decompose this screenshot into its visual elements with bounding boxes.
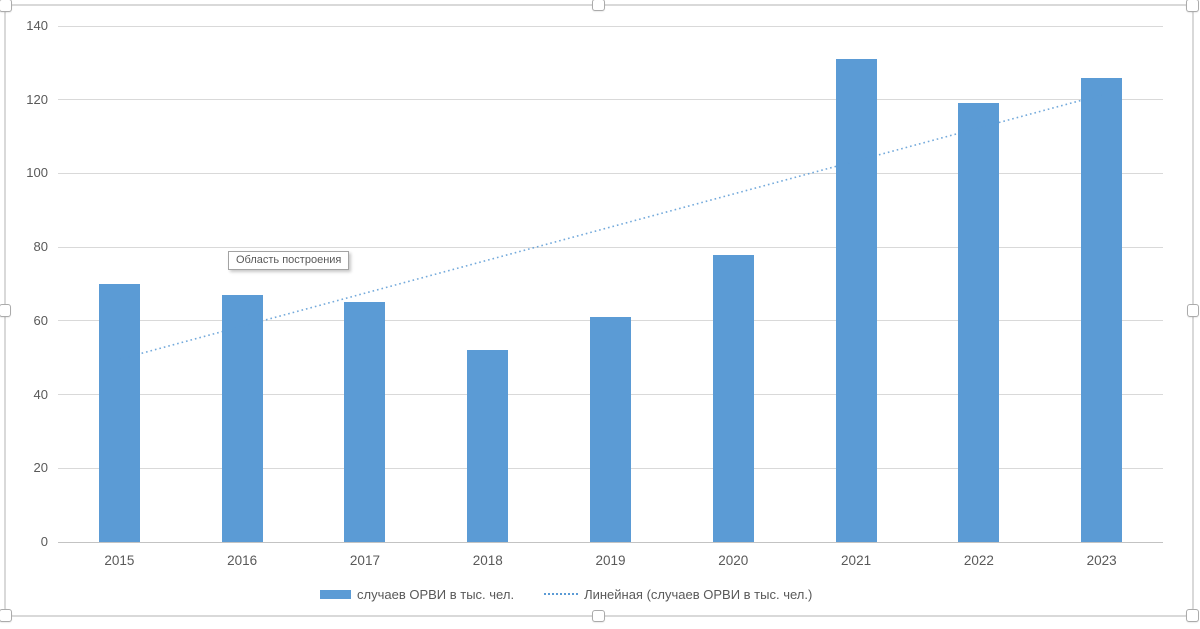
bar-cell-2015	[58, 26, 181, 542]
bar-2015[interactable]	[98, 284, 140, 542]
resize-handle-bottom-right[interactable]	[1186, 609, 1199, 622]
x-tick-label-2021: 2021	[841, 553, 872, 568]
x-tick-label-2017: 2017	[349, 553, 380, 568]
y-tick-label-0: 0	[40, 534, 48, 549]
resize-handle-middle-right[interactable]	[1187, 303, 1199, 317]
x-tick-label-2023: 2023	[1086, 553, 1117, 568]
bar-2023[interactable]	[1081, 77, 1123, 542]
y-tick-label-100: 100	[26, 165, 48, 181]
resize-handle-bottom-center[interactable]	[592, 610, 605, 622]
legend-item-trendline[interactable]: Линейная (случаев ОРВИ в тыс. чел.)	[544, 587, 812, 602]
bar-swatch-icon	[320, 589, 351, 599]
bar-2016[interactable]	[221, 295, 263, 542]
plot-area[interactable]	[58, 25, 1163, 543]
bar-cell-2021	[795, 26, 918, 542]
gridline-80	[58, 246, 1163, 248]
x-tick-label-2018: 2018	[472, 553, 503, 568]
y-tick-label-80: 80	[33, 239, 48, 255]
legend-label-trendline: Линейная (случаев ОРВИ в тыс. чел.)	[584, 586, 813, 602]
x-tick-label-2019: 2019	[595, 553, 626, 568]
legend-label-series: случаев ОРВИ в тыс. чел.	[357, 586, 515, 602]
x-tick-label-2022: 2022	[963, 553, 994, 568]
x-tick-label-2015: 2015	[104, 553, 135, 568]
bar-cell-2020	[672, 26, 795, 542]
y-tick-label-120: 120	[26, 91, 48, 107]
resize-handle-middle-left[interactable]	[0, 303, 11, 317]
dotted-line-swatch-icon	[544, 593, 579, 595]
bar-2018[interactable]	[467, 350, 509, 542]
legend-item-series[interactable]: случаев ОРВИ в тыс. чел.	[320, 587, 514, 602]
gridline-120	[58, 99, 1163, 101]
gridline-100	[58, 172, 1163, 174]
bar-2022[interactable]	[958, 103, 1000, 542]
bar-2021[interactable]	[835, 59, 877, 542]
resize-handle-top-left[interactable]	[0, 0, 12, 12]
bar-2017[interactable]	[344, 302, 386, 542]
bar-cell-2019	[549, 26, 672, 542]
y-axis: 0 20 40 60 80 100 120 140	[10, 18, 48, 549]
bar-2019[interactable]	[590, 317, 632, 542]
y-tick-label-140: 140	[26, 18, 48, 33]
x-tick-label-2020: 2020	[718, 553, 749, 568]
trendline[interactable]	[58, 26, 1163, 542]
legend[interactable]: случаев ОРВИ в тыс. чел. Линейная (случа…	[320, 585, 812, 603]
bar-series	[58, 26, 1163, 542]
y-tick-label-40: 40	[33, 386, 48, 402]
plot-area-tooltip: Область построения	[228, 251, 350, 270]
resize-handle-top-right[interactable]	[1186, 0, 1199, 12]
bar-cell-2018	[426, 26, 549, 542]
bar-cell-2017	[304, 26, 427, 542]
y-tick-label-60: 60	[33, 312, 48, 328]
bar-2020[interactable]	[712, 254, 754, 542]
y-tick-label-20: 20	[33, 460, 48, 476]
bar-cell-2016	[181, 26, 304, 542]
resize-handle-top-center[interactable]	[592, 0, 605, 11]
bar-cell-2023	[1040, 26, 1163, 542]
gridline-0	[58, 541, 1163, 543]
bar-cell-2022	[917, 26, 1040, 542]
x-tick-label-2016: 2016	[227, 553, 258, 568]
gridline-140	[58, 25, 1163, 27]
resize-handle-bottom-left[interactable]	[0, 609, 12, 622]
x-axis: 2015 2016 2017 2018 2019 2020 2021 2022 2023	[58, 552, 1163, 570]
